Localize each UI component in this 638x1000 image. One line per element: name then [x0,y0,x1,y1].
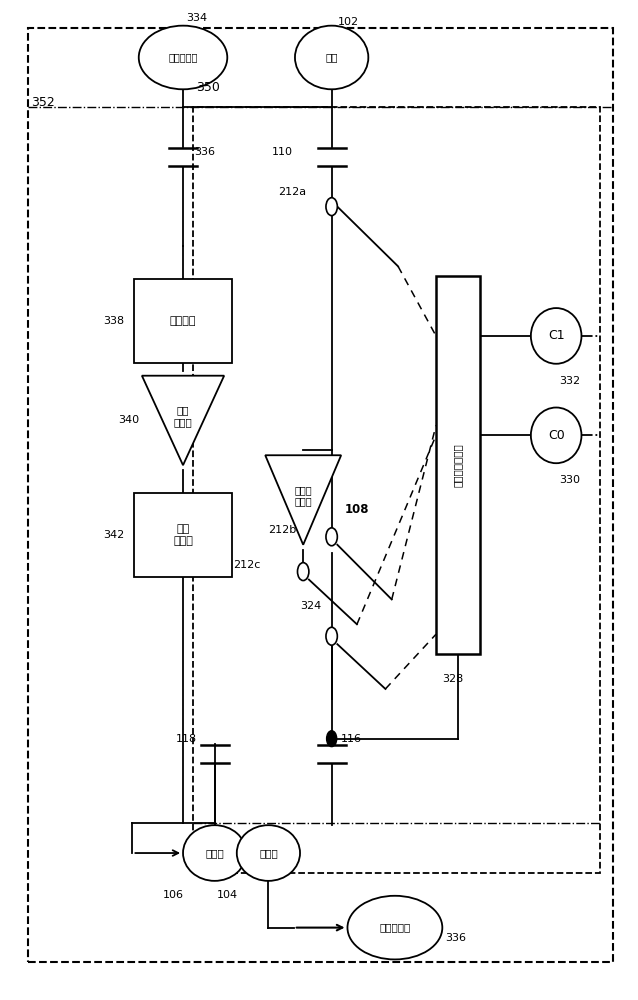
Text: 108: 108 [345,503,369,516]
Text: 低噪声
放大器: 低噪声 放大器 [294,485,312,506]
Ellipse shape [348,896,442,959]
Text: 接收器: 接收器 [259,848,278,858]
Text: 天线: 天线 [325,52,338,62]
Text: 功率
放大器: 功率 放大器 [174,405,193,427]
Text: 336: 336 [445,933,466,943]
Text: 340: 340 [118,415,139,425]
Text: 接收器输出: 接收器输出 [379,923,410,933]
Text: 330: 330 [560,475,581,485]
Circle shape [297,563,309,581]
Text: 350: 350 [196,81,219,94]
Text: 336: 336 [195,147,216,157]
Text: 输入匹配: 输入匹配 [170,316,197,326]
Text: 324: 324 [300,601,322,611]
Text: 212b: 212b [269,525,297,535]
Text: 328: 328 [442,674,464,684]
Text: 发射器: 发射器 [205,848,224,858]
Text: 102: 102 [338,17,359,27]
Text: 212c: 212c [234,560,261,570]
Circle shape [326,627,338,645]
Ellipse shape [237,825,300,881]
Polygon shape [265,455,341,545]
Bar [134,493,232,577]
Text: 116: 116 [341,734,362,744]
Ellipse shape [138,26,227,89]
Ellipse shape [531,308,581,364]
Text: 106: 106 [163,890,184,900]
Circle shape [326,528,338,546]
Text: 334: 334 [186,13,207,23]
Text: C1: C1 [548,329,565,342]
Text: 212a: 212a [278,187,306,197]
Circle shape [326,198,338,216]
Text: 104: 104 [216,890,238,900]
Ellipse shape [531,408,581,463]
Text: 332: 332 [560,376,581,386]
Text: 发射器输入: 发射器输入 [168,52,198,62]
Text: 338: 338 [103,316,125,326]
Circle shape [327,199,337,215]
Bar [134,279,232,363]
Ellipse shape [295,26,368,89]
Circle shape [327,731,337,747]
Text: 低通
滤波器: 低通 滤波器 [173,524,193,546]
Text: 118: 118 [175,734,197,744]
Text: 352: 352 [31,96,55,109]
Bar [193,107,600,873]
Text: 射频开关控制件: 射频开关控制件 [453,443,463,487]
Text: C0: C0 [548,429,565,442]
Ellipse shape [183,825,246,881]
Text: 342: 342 [103,530,125,540]
Text: 110: 110 [272,147,293,157]
Polygon shape [142,376,224,465]
Bar [436,276,480,654]
